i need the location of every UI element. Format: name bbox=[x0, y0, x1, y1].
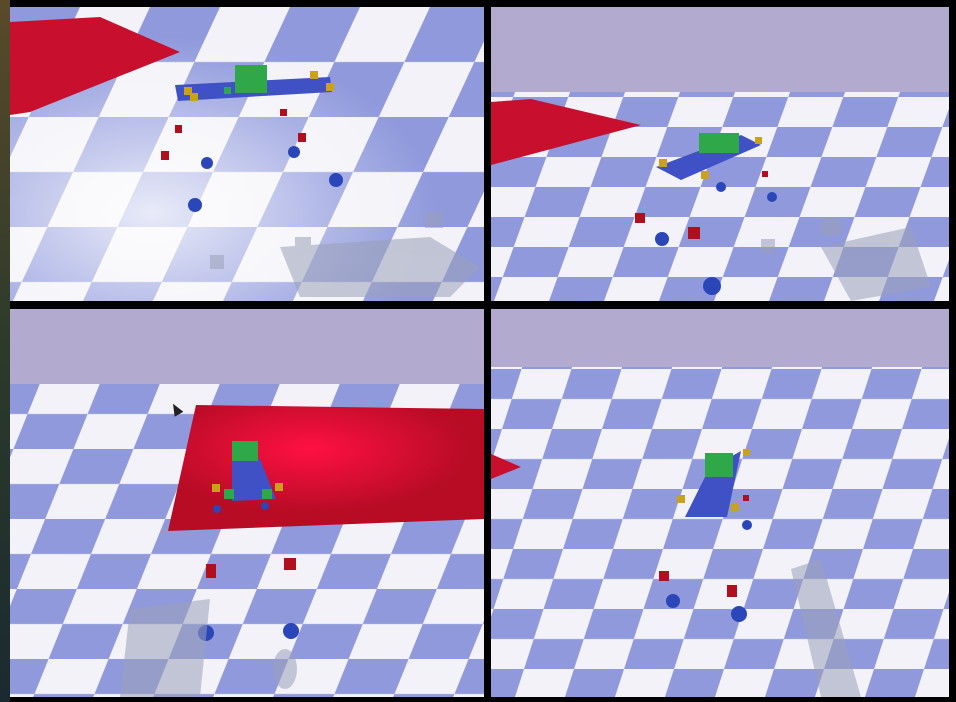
viewport-top-left[interactable] bbox=[10, 7, 484, 301]
robot-walker bbox=[212, 441, 283, 513]
desktop-background-strip bbox=[0, 0, 10, 702]
robot-shadow bbox=[761, 217, 931, 301]
sky bbox=[10, 309, 484, 384]
robot-walker bbox=[656, 133, 762, 180]
scene-bottom-left bbox=[10, 309, 484, 697]
scene-top-left bbox=[10, 7, 484, 301]
sky bbox=[491, 7, 949, 92]
viewport-bottom-right[interactable] bbox=[491, 309, 949, 697]
robot-parts bbox=[635, 171, 777, 295]
scene-top-right bbox=[491, 7, 949, 301]
viewport-bottom-left[interactable] bbox=[10, 309, 484, 697]
checkered-floor bbox=[491, 367, 949, 697]
robot-shadow bbox=[120, 599, 297, 697]
scene-bottom-right bbox=[491, 309, 949, 697]
viewport-top-right[interactable] bbox=[491, 7, 949, 301]
robot-walker bbox=[175, 65, 334, 101]
robot-shadow bbox=[791, 559, 861, 697]
robot-parts bbox=[659, 520, 752, 622]
robot-shadow bbox=[210, 212, 480, 297]
sky bbox=[491, 309, 949, 367]
target-pad bbox=[491, 454, 521, 479]
target-pad bbox=[10, 17, 180, 115]
robot-walker bbox=[677, 449, 750, 517]
target-pad bbox=[491, 99, 641, 165]
robot-parts bbox=[161, 109, 343, 212]
